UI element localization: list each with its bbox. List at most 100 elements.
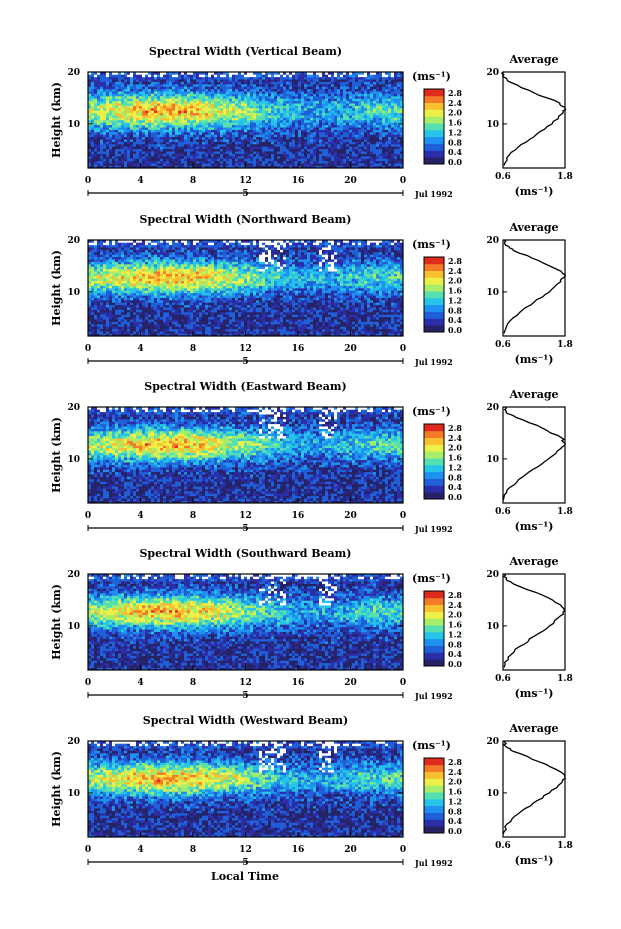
heat-cell: [238, 117, 242, 121]
heat-cell: [217, 103, 221, 106]
heat-cell: [94, 259, 98, 262]
heat-cell: [124, 158, 128, 162]
heat-cell: [310, 127, 314, 130]
heat-cell: [280, 156, 284, 159]
colorbar-swatch: [424, 129, 444, 138]
heat-cell: [316, 136, 320, 140]
heat-cell: [121, 74, 125, 78]
heat-cell: [88, 256, 92, 260]
heat-cell: [250, 136, 254, 140]
heat-cell: [94, 98, 98, 102]
x-tick-label: 0: [85, 176, 91, 186]
heat-cell: [97, 112, 101, 116]
heat-cell: [283, 139, 287, 142]
heat-cell: [208, 139, 212, 142]
heat-cell: [178, 76, 182, 80]
heat-cell: [115, 300, 119, 303]
heat-cell: [394, 93, 398, 97]
heat-cell: [112, 321, 116, 325]
heat-cell: [103, 261, 107, 265]
heat-cell: [376, 144, 380, 147]
heat-cell: [379, 98, 383, 102]
heat-cell: [355, 112, 359, 116]
heat-cell: [178, 81, 182, 85]
heat-cell: [343, 81, 347, 85]
heat-cell: [373, 115, 377, 118]
heat-cell: [169, 146, 173, 150]
heat-cell: [343, 76, 347, 80]
heat-cell: [136, 292, 140, 296]
heat-cell: [121, 302, 125, 306]
heat-cell: [130, 148, 134, 152]
heat-cell: [397, 72, 401, 75]
heat-cell: [148, 81, 152, 85]
heat-cell: [139, 153, 143, 157]
heat-cell: [295, 74, 299, 78]
heat-cell: [142, 112, 146, 116]
heat-cell: [391, 88, 395, 92]
heat-cell: [148, 105, 152, 109]
heat-cell: [256, 151, 260, 154]
heat-cell: [166, 134, 170, 138]
heat-cell: [208, 112, 212, 116]
heat-cell: [316, 139, 320, 142]
heat-cell: [247, 122, 251, 126]
heat-cell: [295, 112, 299, 116]
heat-cell: [373, 160, 377, 164]
heat-cell: [256, 124, 260, 128]
heat-cell: [97, 91, 101, 94]
heat-cell: [202, 74, 206, 78]
heat-cell: [148, 93, 152, 97]
heat-cell: [256, 72, 260, 75]
heat-cell: [118, 103, 122, 106]
heat-cell: [133, 256, 137, 260]
heat-cell: [382, 98, 386, 102]
heat-cell: [292, 98, 296, 102]
heat-cell: [370, 76, 374, 80]
heat-cell: [370, 84, 374, 87]
heat-cell: [217, 93, 221, 97]
heat-cell: [109, 264, 113, 267]
heat-cell: [298, 160, 302, 164]
heat-cell: [298, 91, 302, 94]
heat-cell: [199, 136, 203, 140]
heat-cell: [259, 124, 263, 128]
heat-cell: [400, 72, 404, 75]
heat-cell: [124, 333, 128, 337]
heat-cell: [364, 115, 368, 118]
heat-cell: [352, 160, 356, 164]
heat-cell: [103, 158, 107, 162]
heat-cell: [163, 103, 167, 106]
heat-cell: [130, 319, 134, 322]
heat-cell: [346, 74, 350, 78]
heat-cell: [163, 158, 167, 162]
heat-cell: [286, 120, 290, 123]
heat-cell: [205, 91, 209, 94]
heat-cell: [199, 156, 203, 159]
heat-cell: [271, 156, 275, 159]
heat-cell: [349, 122, 353, 126]
heat-cell: [382, 112, 386, 116]
heat-cell: [157, 151, 161, 154]
heat-cell: [127, 295, 131, 298]
heat-cell: [238, 165, 242, 169]
heat-cell: [157, 103, 161, 106]
heat-cell: [241, 165, 245, 169]
heat-cell: [124, 280, 128, 284]
heat-cell: [286, 88, 290, 92]
heat-cell: [343, 163, 347, 166]
heat-cell: [130, 316, 134, 320]
heat-cell: [355, 110, 359, 114]
heat-cell: [337, 132, 341, 135]
heat-cell: [355, 120, 359, 123]
heat-cell: [118, 254, 122, 258]
heat-cell: [205, 127, 209, 130]
heat-cell: [88, 333, 92, 337]
heat-cell: [163, 160, 167, 164]
heat-cell: [379, 122, 383, 126]
heat-cell: [310, 151, 314, 154]
heat-cell: [139, 249, 143, 253]
heat-cell: [172, 81, 176, 85]
heat-cell: [286, 141, 290, 145]
heat-cell: [370, 124, 374, 128]
